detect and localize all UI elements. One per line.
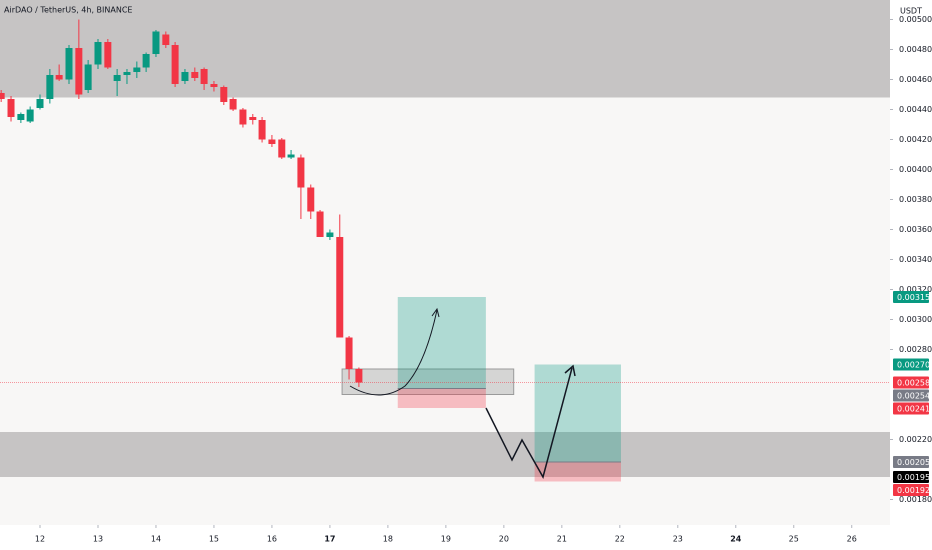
x-tick-label: 25	[789, 535, 799, 544]
y-tick-label: 0.00340	[899, 255, 932, 264]
target-area	[397, 297, 486, 389]
candle-body	[307, 187, 315, 212]
y-tick-label: 0.00400	[899, 165, 932, 174]
candle-body	[84, 64, 92, 90]
candle-body	[239, 109, 247, 125]
candle-body	[181, 72, 189, 81]
candle-body	[113, 75, 121, 81]
price-badge	[893, 376, 929, 389]
candle-body	[152, 31, 160, 54]
price-badge	[893, 402, 929, 415]
price-badge-label: 0.00315	[897, 293, 930, 302]
candle-body	[220, 87, 228, 102]
price-badge-label: 0.00192	[897, 486, 930, 495]
candle-body	[36, 99, 44, 108]
candle-body	[249, 117, 257, 120]
candle-body	[210, 84, 218, 87]
candle-body	[258, 120, 266, 140]
stop-area	[397, 388, 486, 408]
candle-body	[123, 72, 131, 75]
candle-body	[46, 75, 54, 99]
candle-body	[55, 75, 63, 80]
y-tick-label: 0.00420	[899, 135, 932, 144]
y-tick-label: 0.00320	[899, 285, 932, 294]
x-tick-label: 12	[35, 535, 45, 544]
candle-body	[75, 48, 83, 95]
candle-body	[171, 45, 179, 84]
x-tick-label: 16	[267, 535, 277, 544]
y-tick-label: 0.00500	[899, 15, 932, 24]
x-tick-label: 17	[324, 535, 335, 544]
price-badge	[893, 484, 929, 496]
y-tick-label: 0.00300	[899, 315, 932, 324]
target-area	[534, 364, 621, 462]
price-badge-label: 0.00195	[897, 473, 930, 482]
price-badge-label: 0.00205	[897, 458, 930, 467]
stop-area	[534, 462, 621, 482]
candle-body	[268, 139, 276, 144]
x-tick-label: 15	[209, 535, 219, 544]
candle-body	[316, 211, 324, 237]
price-badge-label: 0.00258	[897, 379, 930, 388]
candle-body	[142, 54, 150, 68]
candle-body	[7, 99, 15, 117]
arrow-head	[564, 364, 576, 377]
candle-body	[200, 69, 208, 84]
zone	[0, 432, 890, 477]
x-tick-label: 18	[383, 535, 393, 544]
price-badge	[893, 471, 929, 483]
y-tick-label: 0.00380	[899, 195, 932, 204]
x-tick-label: 23	[673, 535, 683, 544]
x-tick-label: 21	[557, 535, 567, 544]
x-tick-label: 13	[93, 535, 103, 544]
candle-body	[278, 139, 286, 158]
range-box	[341, 368, 515, 395]
x-tick-label: 20	[499, 535, 509, 544]
candle-body	[94, 42, 102, 65]
candle-body	[191, 72, 199, 78]
candle-body	[133, 67, 141, 72]
currency-label: USDT	[900, 7, 922, 16]
price-badge	[893, 358, 929, 371]
candle-body	[336, 237, 344, 338]
price-badge	[893, 389, 929, 402]
y-tick-label: 0.00440	[899, 105, 932, 114]
y-tick-label: 0.00360	[899, 225, 932, 234]
price-badge-label: 0.00270	[897, 361, 930, 370]
y-tick-label: 0.00220	[899, 435, 932, 444]
price-badge	[893, 456, 929, 468]
candle-body	[104, 42, 112, 68]
candle-body	[297, 157, 305, 188]
candle-body	[26, 109, 34, 122]
y-tick-label: 0.00180	[899, 495, 932, 504]
y-tick-label: 0.00280	[899, 345, 932, 354]
zone	[0, 0, 890, 98]
curve-arrow	[349, 309, 438, 396]
time-axis	[0, 525, 890, 550]
chart-title: AirDAO / TetherUS, 4h, BINANCE	[4, 6, 132, 15]
candle-body	[162, 34, 170, 45]
y-tick-label: 0.00480	[899, 45, 932, 54]
price-badge-label: 0.00241	[897, 405, 930, 414]
candle-body	[0, 93, 5, 99]
price-badge	[893, 291, 929, 303]
x-tick-label: 19	[441, 535, 451, 544]
candle-body	[287, 154, 295, 158]
x-tick-label: 24	[730, 535, 742, 544]
candle-body	[229, 99, 237, 110]
zigzag-arrow	[485, 367, 573, 479]
candle-body	[345, 337, 353, 369]
candle-body	[355, 369, 363, 383]
x-tick-label: 14	[151, 535, 161, 544]
candle-body	[326, 232, 334, 237]
candle-body	[65, 48, 73, 80]
candle-body	[17, 114, 25, 120]
x-tick-label: 22	[615, 535, 625, 544]
price-badge-label: 0.00254	[897, 392, 930, 401]
y-tick-label: 0.00460	[899, 75, 932, 84]
arrow-head	[431, 307, 440, 318]
x-tick-label: 26	[847, 535, 857, 544]
